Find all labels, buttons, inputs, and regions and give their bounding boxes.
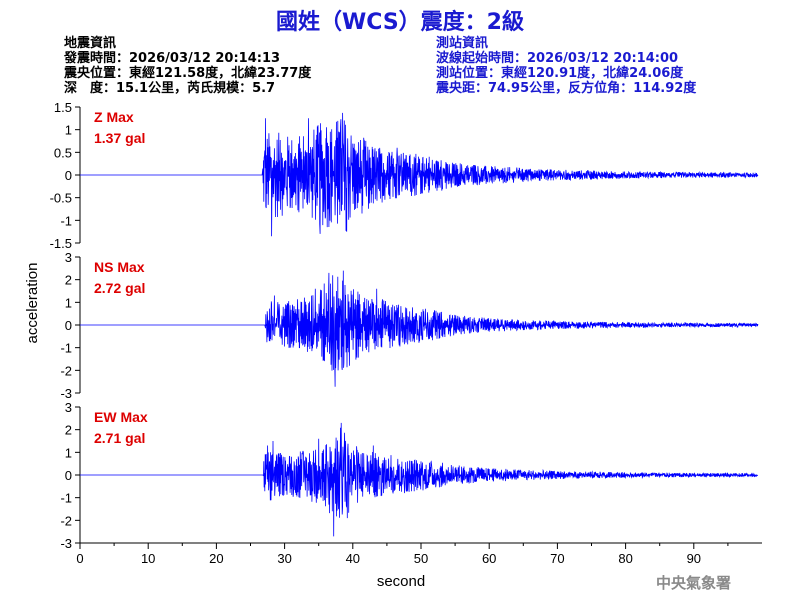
y-tick-label-ns: 0: [65, 318, 72, 333]
y-tick-label-ew: -2: [60, 513, 72, 528]
waveform-trace-z: [80, 112, 759, 237]
quake-depth-magnitude: 深 度：15.1公里，芮氏規模：5.7: [64, 81, 276, 96]
y-tick-label-ns: -1: [60, 341, 72, 356]
y-tick-label-z: -1: [60, 213, 72, 228]
max-label-ew: EW Max: [94, 409, 148, 425]
agency-watermark: 中央氣象署: [656, 574, 732, 592]
quake-epicenter: 震央位置：東經121.58度，北緯23.77度: [64, 66, 312, 81]
y-tick-label-ns: 3: [65, 250, 72, 265]
y-tick-label-ew: 2: [65, 423, 72, 438]
quake-info-block: 地震資訊 發震時間：2026/03/12 20:14:13 震央位置：東經121…: [64, 36, 311, 96]
x-axis-title: second: [377, 573, 425, 590]
x-tick-label: 20: [209, 551, 223, 566]
y-tick-label-z: -1.5: [50, 236, 72, 251]
max-value-z: 1.37 gal: [94, 130, 145, 146]
y-axis-title: acceleration: [24, 263, 41, 344]
max-label-z: Z Max: [94, 109, 134, 125]
station-location: 測站位置：東經120.91度，北緯24.06度: [436, 66, 684, 81]
y-tick-label-z: 1.5: [54, 100, 72, 115]
y-tick-label-z: 0.5: [54, 145, 72, 160]
y-tick-label-ew: 3: [65, 400, 72, 415]
x-tick-label: 50: [414, 551, 428, 566]
waveform-trace-ns: [80, 270, 759, 387]
y-tick-label-ew: -1: [60, 491, 72, 506]
station-wave-start: 波線起始時間：2026/03/12 20:14:00: [436, 51, 679, 66]
x-tick-label: 90: [687, 551, 701, 566]
y-tick-label-z: 0: [65, 168, 72, 183]
quake-time: 發震時間：2026/03/12 20:14:13: [64, 51, 281, 66]
y-tick-label-z: -0.5: [50, 191, 72, 206]
y-tick-label-ns: -3: [60, 386, 72, 401]
station-distance: 震央距：74.95公里，反方位角：114.92度: [436, 81, 697, 96]
y-tick-label-ew: 1: [65, 445, 72, 460]
y-tick-label-ns: 1: [65, 295, 72, 310]
y-tick-label-ew: -3: [60, 536, 72, 551]
y-tick-label-ew: 0: [65, 468, 72, 483]
max-value-ew: 2.71 gal: [94, 430, 145, 446]
x-tick-label: 60: [482, 551, 496, 566]
x-tick-label: 30: [277, 551, 291, 566]
x-tick-label: 80: [618, 551, 632, 566]
station-info-block: 測站資訊 波線起始時間：2026/03/12 20:14:00 測站位置：東經1…: [436, 36, 696, 96]
y-tick-label-z: 1: [65, 123, 72, 138]
max-value-ns: 2.72 gal: [94, 280, 145, 296]
x-tick-label: 70: [550, 551, 564, 566]
y-tick-label-ns: -2: [60, 363, 72, 378]
quake-info-heading: 地震資訊: [64, 36, 117, 51]
station-info-heading: 測站資訊: [436, 36, 489, 51]
x-tick-label: 0: [76, 551, 83, 566]
waveform-trace-ew: [80, 422, 759, 537]
x-tick-label: 10: [141, 551, 155, 566]
x-tick-label: 40: [346, 551, 360, 566]
y-tick-label-ns: 2: [65, 273, 72, 288]
page-title: 國姓（WCS）震度：2級: [276, 10, 524, 35]
max-label-ns: NS Max: [94, 259, 145, 275]
